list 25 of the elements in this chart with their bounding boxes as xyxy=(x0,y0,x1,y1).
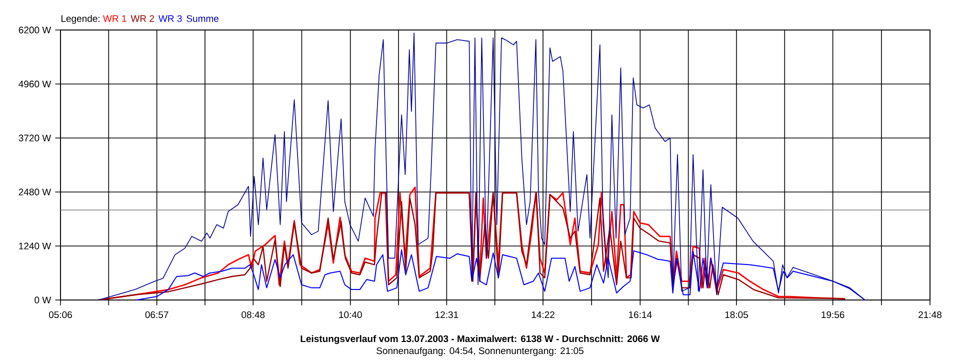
x-tick-label: 16:14 xyxy=(628,311,652,318)
x-tick-label: 21:48 xyxy=(918,311,942,318)
text: WR 3 xyxy=(158,15,182,22)
x-tick-label: 10:40 xyxy=(339,311,362,318)
text: WR 1 xyxy=(103,15,126,22)
y-tick-label: 4960 W xyxy=(18,80,52,88)
text: Summe xyxy=(186,15,219,22)
x-tick-label: 14:22 xyxy=(532,311,554,318)
y-tick-label: 6200 W xyxy=(18,26,52,34)
x-tick-label: 12:31 xyxy=(436,311,458,318)
line-series xyxy=(136,249,866,300)
y-tick-label: 3720 W xyxy=(18,134,52,142)
x-tick-label: 18:05 xyxy=(725,311,748,318)
y-tick-label: 0 W xyxy=(34,296,52,304)
text: WR 2 xyxy=(130,15,154,22)
x-tick-label: 06:57 xyxy=(145,311,168,318)
y-tick-label: 2480 W xyxy=(18,188,52,196)
text: Sonnenaufgang: 04:54, Sonnenuntergang: 21:05 xyxy=(376,347,584,356)
legend-title: Legende: xyxy=(61,14,100,24)
x-tick-label: 05:06 xyxy=(48,311,72,318)
y-tick-label: 1240 W xyxy=(19,242,52,250)
x-tick-label: 08:48 xyxy=(242,311,265,318)
x-tick-label: 19:56 xyxy=(822,311,844,318)
line-series xyxy=(98,32,866,300)
text: Leistungsverlauf vom 13.07.2003 - Maximalwert: 6138 W - Durchschnitt: 2066 W xyxy=(300,335,660,344)
